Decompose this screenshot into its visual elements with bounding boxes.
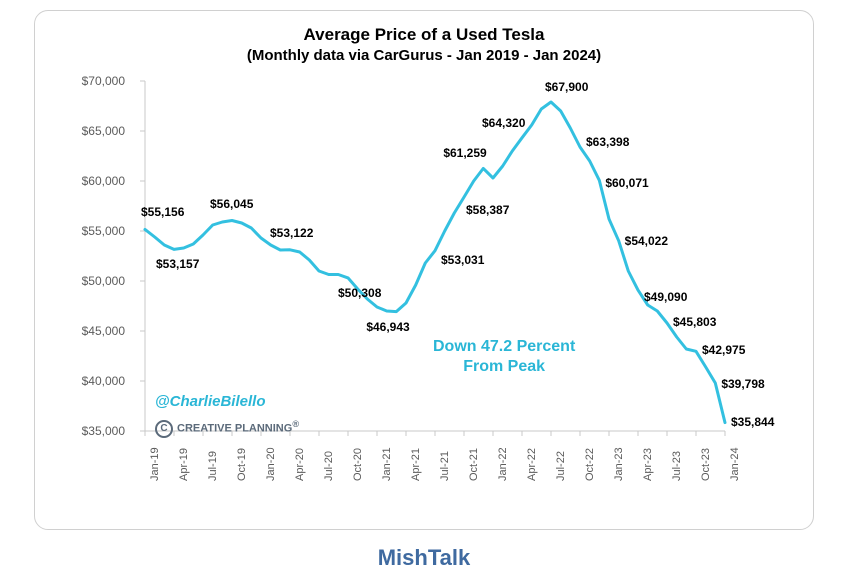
x-axis-label: Apr-19 — [178, 448, 190, 481]
data-point-label: $53,122 — [270, 226, 313, 240]
data-point-label: $60,071 — [605, 176, 648, 190]
y-axis-label: $45,000 — [82, 324, 125, 338]
annotation-line1: Down 47.2 Percent — [433, 338, 575, 355]
x-axis-label: Jul-21 — [439, 451, 451, 481]
y-axis-label: $50,000 — [82, 274, 125, 288]
data-point-label: $61,259 — [443, 146, 486, 160]
annotation-line2: From Peak — [463, 358, 545, 375]
y-axis-label: $40,000 — [82, 374, 125, 388]
y-axis-label: $55,000 — [82, 224, 125, 238]
x-axis-label: Oct-20 — [352, 448, 364, 481]
x-axis-label: Jul-19 — [207, 451, 219, 481]
x-axis-label: Apr-22 — [526, 448, 538, 481]
x-axis-label: Oct-22 — [584, 448, 596, 481]
data-point-label: $56,045 — [210, 197, 253, 211]
data-point-label: $35,844 — [731, 415, 774, 429]
x-axis-label: Apr-23 — [642, 448, 654, 481]
data-point-label: $54,022 — [625, 234, 668, 248]
x-axis-label: Jul-23 — [671, 451, 683, 481]
annotation-down-from-peak: Down 47.2 Percent From Peak — [433, 337, 575, 377]
data-point-label: $49,090 — [644, 290, 687, 304]
chart-title: Average Price of a Used Tesla — [35, 25, 813, 45]
data-point-label: $67,900 — [545, 80, 588, 94]
x-axis-label: Jan-22 — [497, 447, 509, 481]
chart-subtitle: (Monthly data via CarGurus - Jan 2019 - … — [35, 47, 813, 64]
data-point-label: $50,308 — [338, 286, 381, 300]
x-axis-label: Jan-23 — [613, 447, 625, 481]
creative-planning-logo-icon: C — [155, 420, 173, 438]
x-axis-label: Apr-21 — [410, 448, 422, 481]
credit-handle: @CharlieBilello — [155, 393, 266, 410]
x-axis-label: Oct-23 — [700, 448, 712, 481]
data-point-label: $42,975 — [702, 343, 745, 357]
data-point-label: $55,156 — [141, 205, 184, 219]
x-axis-label: Apr-20 — [294, 448, 306, 481]
credit-brand: CCREATIVE PLANNING® — [155, 419, 299, 438]
y-axis-label: $35,000 — [82, 424, 125, 438]
y-axis-label: $70,000 — [82, 74, 125, 88]
data-point-label: $53,157 — [156, 257, 199, 271]
data-point-label: $45,803 — [673, 315, 716, 329]
x-axis-label: Jan-24 — [729, 447, 741, 481]
x-axis-label: Jan-20 — [265, 447, 277, 481]
data-point-label: $39,798 — [721, 377, 764, 391]
x-axis-label: Oct-19 — [236, 448, 248, 481]
credit-brand-text: CREATIVE PLANNING — [177, 423, 292, 435]
x-axis-label: Oct-21 — [468, 448, 480, 481]
x-axis-label: Jul-22 — [555, 451, 567, 481]
chart-card: Average Price of a Used Tesla (Monthly d… — [34, 10, 814, 530]
data-point-label: $63,398 — [586, 135, 629, 149]
footer-brand: MishTalk — [0, 545, 848, 571]
y-axis-label: $60,000 — [82, 174, 125, 188]
data-point-label: $64,320 — [482, 116, 525, 130]
data-point-label: $46,943 — [366, 320, 409, 334]
x-axis-label: Jul-20 — [323, 451, 335, 481]
x-axis-label: Jan-21 — [381, 447, 393, 481]
y-axis-label: $65,000 — [82, 124, 125, 138]
data-point-label: $53,031 — [441, 253, 484, 267]
data-point-label: $58,387 — [466, 203, 509, 217]
x-axis-label: Jan-19 — [149, 447, 161, 481]
